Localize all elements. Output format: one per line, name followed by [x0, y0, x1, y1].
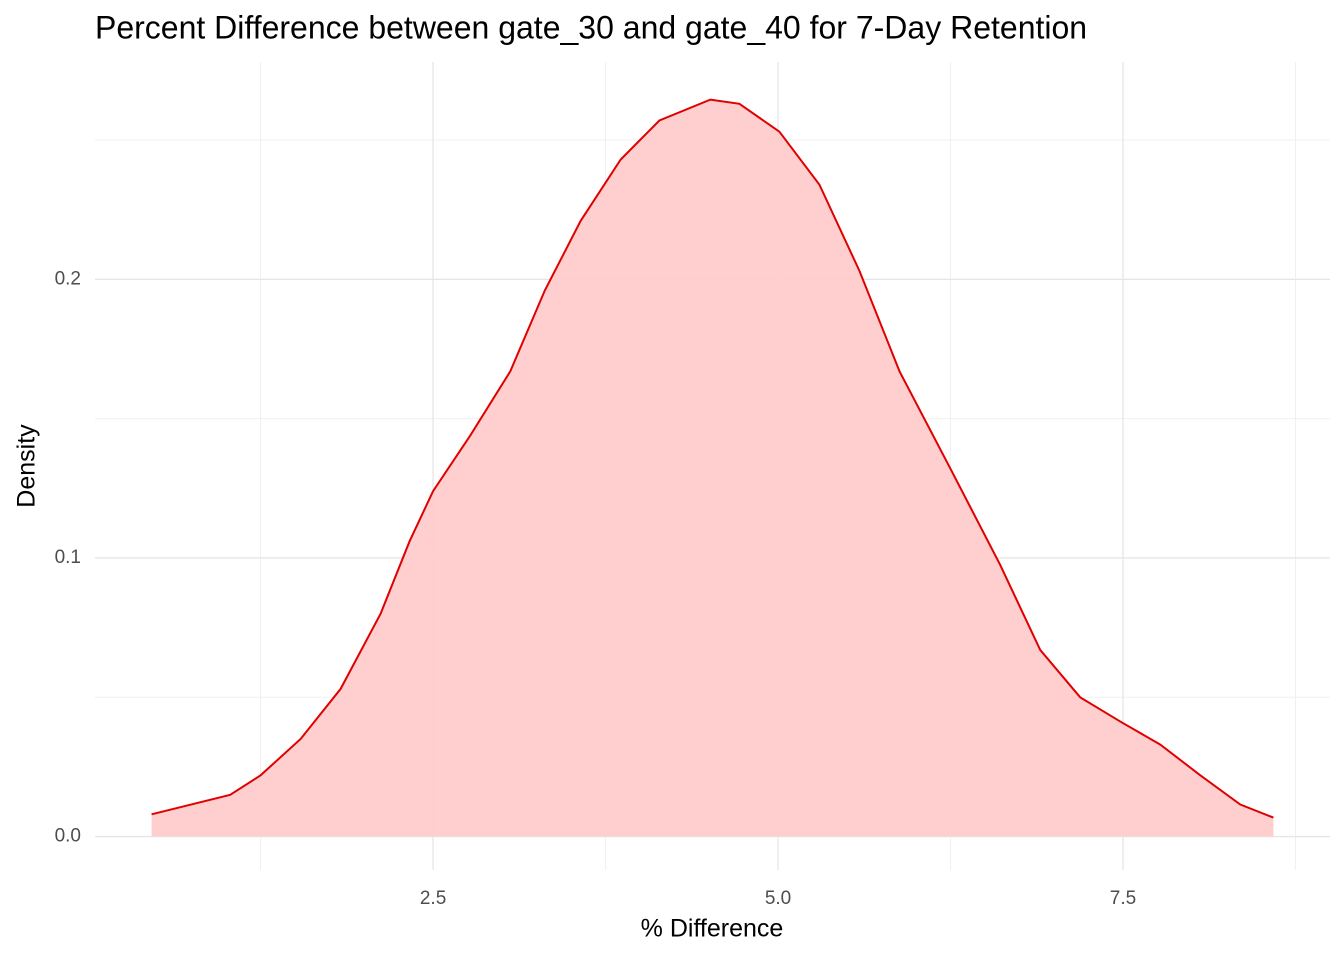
x-axis-title: % Difference [641, 915, 784, 943]
x-tick-label: 2.5 [420, 888, 446, 909]
y-tick-label: 0.2 [55, 268, 81, 289]
x-tick-label: 7.5 [1110, 888, 1136, 909]
density-area [151, 99, 1274, 837]
density-line [151, 98, 1274, 819]
y-axis-title: Density [13, 424, 41, 508]
y-tick-label: 0.0 [55, 826, 81, 847]
y-tick-label: 0.1 [55, 547, 81, 568]
chart-title: Percent Difference between gate_30 and g… [95, 9, 1087, 45]
x-tick-label: 5.0 [765, 888, 791, 909]
